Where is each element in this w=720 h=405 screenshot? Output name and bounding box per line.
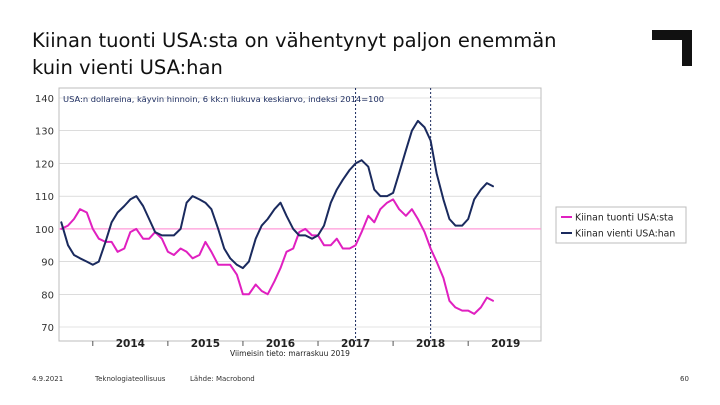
chart-footnote: Viimeisin tieto: marraskuu 2019 [230, 349, 350, 358]
series-line-export [60, 119, 494, 270]
footer-organization: Teknologiateollisuus [95, 375, 166, 383]
reference-lines [59, 88, 541, 341]
series-lines [60, 119, 494, 315]
x-tick-label-2018: 2018 [416, 338, 445, 350]
y-tick-label-120: 120 [35, 159, 54, 170]
series-line-import [60, 198, 494, 315]
y-tick-label-100: 100 [35, 225, 54, 236]
y-tick-label-90: 90 [41, 258, 54, 269]
x-tick-label-2019: 2019 [491, 338, 520, 350]
brand-corner-logo [652, 30, 692, 66]
slide-title: Kiinan tuonti USA:sta on vähentynyt palj… [32, 29, 557, 79]
y-tick-label-80: 80 [41, 290, 54, 301]
y-tick-label-70: 70 [41, 323, 54, 334]
footer-page-number: 60 [680, 375, 689, 383]
legend: Kiinan tuonti USA:sta Kiinan vienti USA:h… [561, 213, 675, 240]
footer-source: Lähde: Macrobond [190, 375, 255, 383]
x-tick-label-2015: 2015 [191, 338, 220, 350]
legend-label-import: Kiinan tuonti USA:sta [575, 213, 673, 224]
y-axis-ticks: 70 80 90 100 110 120 130 140 [35, 94, 54, 334]
x-tick-label-2017: 2017 [341, 338, 370, 350]
y-tick-label-130: 130 [35, 127, 54, 138]
x-tick-label-2014: 2014 [116, 338, 145, 350]
legend-label-export: Kiinan vienti USA:han [575, 229, 675, 240]
y-tick-label-140: 140 [35, 94, 54, 105]
y-tick-label-110: 110 [35, 192, 54, 203]
plot-area [58, 87, 542, 342]
chart-subtitle: USA:n dollareina, käyvin hinnoin, 6 kk:n… [63, 94, 384, 104]
footer-date: 4.9.2021 [32, 375, 64, 383]
legend-box [555, 206, 687, 244]
x-tick-label-2016: 2016 [266, 338, 295, 350]
x-axis-ticks: 2014 2015 2016 2017 2018 2019 [92, 338, 520, 350]
